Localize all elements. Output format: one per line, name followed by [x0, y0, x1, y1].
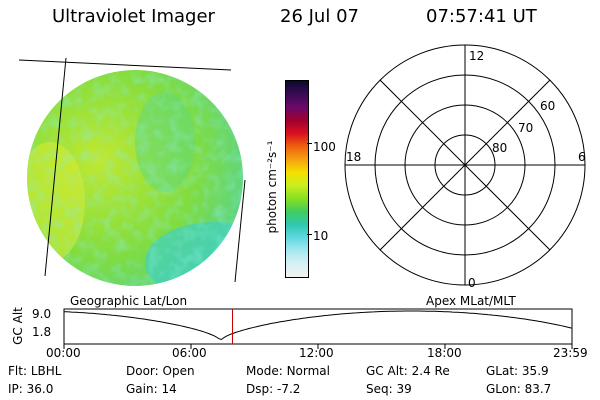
colorbar — [285, 80, 309, 278]
mlt-label-6: 6 — [578, 150, 586, 164]
colorbar-tick-100: 100 — [313, 140, 336, 154]
door-status: Door: Open — [126, 364, 195, 378]
seq-status: Seq: 39 — [366, 382, 412, 396]
orbit-xtick-1800: 18:00 — [427, 346, 462, 360]
gc-alt-status: GC Alt: 2.4 Re — [366, 364, 450, 378]
mlt-label-12: 12 — [469, 49, 484, 63]
dsp-status: Dsp: -7.2 — [246, 382, 301, 396]
mlt-label-18: 18 — [346, 150, 361, 164]
earth-disk-image — [18, 57, 246, 286]
orbit-ytick-low: 1.8 — [32, 325, 52, 339]
glat-status: GLat: 35.9 — [486, 364, 549, 378]
observation-time: 07:57:41 UT — [426, 6, 537, 27]
orbit-ytick-high: 9.0 — [32, 307, 52, 321]
gain-status: Gain: 14 — [126, 382, 177, 396]
filter-status: Flt: LBHL — [8, 364, 62, 378]
longitude-line-west — [44, 57, 67, 277]
latitude-line — [18, 59, 232, 71]
orbit-xtick-0000: 00:00 — [46, 346, 81, 360]
mlt-label-0: 0 — [468, 276, 476, 290]
glon-status: GLon: 83.7 — [486, 382, 552, 396]
mode-status: Mode: Normal — [246, 364, 330, 378]
instrument-title: Ultraviolet Imager — [52, 6, 215, 27]
polar-mlat-mlt-grid: 60 70 80 12 18 6 0 — [344, 44, 586, 290]
orbit-xtick-2359: 23:59 — [553, 346, 588, 360]
lat-label-60: 60 — [540, 99, 555, 113]
orbit-xtick-0600: 06:00 — [172, 346, 207, 360]
orbit-xtick-1200: 12:00 — [299, 346, 334, 360]
orbit-altitude-plot — [63, 308, 573, 349]
lat-label-80: 80 — [492, 141, 507, 155]
lat-label-70: 70 — [518, 121, 533, 135]
colorbar-tick-10: 10 — [313, 229, 329, 243]
longitude-line-east — [234, 179, 246, 283]
altitude-curve — [63, 310, 573, 341]
apex-label: Apex MLat/MLT — [426, 294, 516, 308]
colorbar-unit-label: photon cm⁻²s⁻¹ — [265, 140, 279, 234]
orbit-ylabel: GC Alt — [11, 307, 25, 345]
ip-status: IP: 36.0 — [8, 382, 54, 396]
observation-date: 26 Jul 07 — [280, 6, 359, 27]
geographic-label: Geographic Lat/Lon — [70, 294, 188, 308]
